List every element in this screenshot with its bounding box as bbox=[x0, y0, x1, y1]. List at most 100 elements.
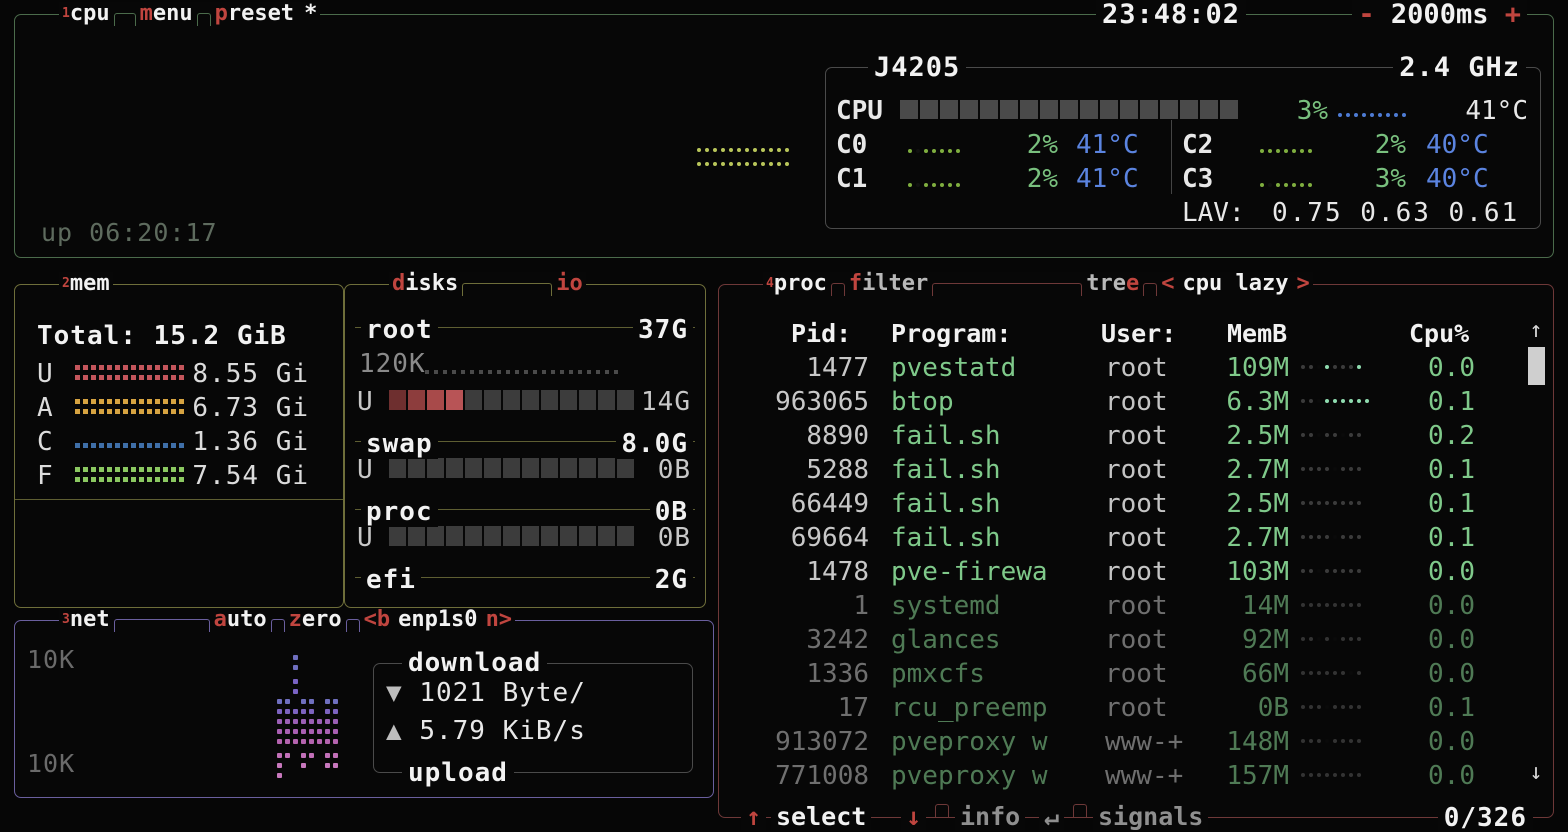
mem-box-number: 2 bbox=[62, 276, 70, 291]
scroll-down-icon[interactable]: ↓ bbox=[1529, 760, 1543, 785]
mem-row-value: 8.55 Gi bbox=[192, 359, 309, 389]
auto-label: uto bbox=[226, 607, 267, 632]
sort-next-button[interactable]: > bbox=[1296, 271, 1310, 296]
interface-next-button[interactable]: n> bbox=[485, 607, 513, 632]
enter-key-icon[interactable]: ↵ bbox=[1039, 802, 1065, 831]
table-row[interactable]: 1336 pmxcfs root 66M 0.0 bbox=[719, 659, 1553, 693]
cpu-total-meter bbox=[900, 100, 1240, 119]
upload-label: upload bbox=[402, 758, 514, 788]
table-row[interactable]: 3242 glances root 92M 0.0 bbox=[719, 625, 1553, 659]
proc-box-title[interactable]: 4 proc f ilter tre e < cpu lazy > bbox=[763, 272, 1313, 296]
table-row[interactable]: 17 rcu_preemp root 0B 0.1 bbox=[719, 693, 1553, 727]
select-down-icon[interactable]: ↓ bbox=[901, 802, 927, 831]
table-row[interactable]: 771008 pveproxy w www-+ 157M 0.0 bbox=[719, 761, 1553, 795]
mem-box-label: mem bbox=[69, 271, 110, 296]
table-row[interactable]: 69664 fail.sh root 2.7M 0.1 bbox=[719, 523, 1553, 557]
column-header-pid[interactable]: Pid: bbox=[791, 319, 852, 348]
cpu-frequency: 2.4 GHz bbox=[1393, 52, 1526, 83]
frame-nub-icon bbox=[830, 282, 845, 296]
select-label[interactable]: select bbox=[771, 802, 872, 831]
mem-box-title[interactable]: 2 mem bbox=[59, 272, 113, 296]
row-program: btop bbox=[891, 387, 954, 417]
filter-hotkey[interactable]: f bbox=[848, 271, 863, 296]
signals-label[interactable]: signals bbox=[1093, 802, 1209, 831]
table-row[interactable]: 1477 pvestatd root 109M 0.0 bbox=[719, 353, 1553, 387]
info-label[interactable]: info bbox=[955, 802, 1026, 831]
table-row[interactable]: 5288 fail.sh root 2.7M 0.1 bbox=[719, 455, 1553, 489]
table-row[interactable]: 1 systemd root 14M 0.0 bbox=[719, 591, 1553, 625]
row-cpu-graph bbox=[1301, 565, 1365, 573]
table-row[interactable]: 1478 pve-firewa root 103M 0.0 bbox=[719, 557, 1553, 591]
filter-label[interactable]: ilter bbox=[862, 271, 929, 296]
mem-divider bbox=[15, 499, 343, 500]
row-user: root bbox=[1105, 353, 1168, 383]
cpu-total-percent: 3% bbox=[1296, 96, 1328, 126]
frame-nub-icon bbox=[935, 804, 949, 817]
disk-used-value-proc: 0B bbox=[657, 523, 691, 553]
table-row[interactable]: 8890 fail.sh root 2.5M 0.2 bbox=[719, 421, 1553, 455]
row-pid: 913072 bbox=[775, 727, 869, 757]
row-program: glances bbox=[891, 625, 1001, 655]
row-cpu: 0.0 bbox=[1428, 591, 1475, 621]
core-temp-c1: 41°C bbox=[1076, 164, 1139, 194]
rate-value: 2000ms bbox=[1390, 0, 1489, 30]
proc-footer: ↑ select ↓ info ↵ signals bbox=[719, 802, 1553, 832]
proc-scrollbar[interactable]: ↑ ↓ bbox=[1525, 318, 1547, 785]
tree-hotkey[interactable]: e bbox=[1126, 271, 1140, 296]
row-mem: 148M bbox=[1226, 727, 1289, 757]
disk-size-proc: 0B bbox=[649, 497, 693, 527]
disk-usage-meter-swap bbox=[389, 458, 636, 478]
mem-graph-cached bbox=[75, 443, 187, 448]
scroll-up-icon[interactable]: ↑ bbox=[1529, 318, 1543, 343]
disk-io-graph-root bbox=[425, 369, 623, 374]
disk-rule bbox=[355, 441, 695, 442]
cpu-detail-panel: J4205 2.4 GHz CPU 3% 41°C C0 2% 41°C bbox=[825, 52, 1541, 229]
row-pid: 1 bbox=[853, 591, 869, 621]
update-rate-control[interactable]: - 2000ms + bbox=[1352, 0, 1527, 30]
row-mem: 2.5M bbox=[1226, 421, 1289, 451]
cpu-box-label: cpu bbox=[69, 1, 110, 26]
cpu-box: 1 cpu m enu p reset * 23:48:02 - 2000ms + u… bbox=[14, 0, 1554, 258]
core-temp-c3: 40°C bbox=[1426, 164, 1489, 194]
net-box-title[interactable]: 3 net a uto z ero <b enp1s0 n> bbox=[59, 607, 516, 632]
disk-name-swap: swap bbox=[361, 429, 438, 459]
row-cpu-graph bbox=[1301, 497, 1365, 505]
row-mem: 109M bbox=[1226, 353, 1289, 383]
disks-box-label: isks bbox=[405, 271, 459, 296]
row-program: fail.sh bbox=[891, 489, 1001, 519]
row-user: root bbox=[1105, 455, 1168, 485]
tree-label[interactable]: tre bbox=[1086, 271, 1127, 296]
row-user: www-+ bbox=[1105, 727, 1184, 757]
sort-prev-button[interactable]: < bbox=[1161, 271, 1175, 296]
row-cpu: 0.2 bbox=[1428, 421, 1475, 451]
upload-speed: ▲ 5.79 KiB/s bbox=[386, 716, 586, 746]
column-header-user[interactable]: User: bbox=[1101, 319, 1177, 348]
cpu-model-name: J4205 bbox=[868, 52, 967, 83]
frame-nub-icon bbox=[1073, 804, 1087, 817]
column-header-cpu[interactable]: Cpu% bbox=[1409, 319, 1470, 348]
rate-decrease-button[interactable]: - bbox=[1358, 0, 1375, 30]
frame-nub-icon bbox=[345, 618, 360, 632]
row-cpu-graph bbox=[1301, 599, 1365, 607]
disk-name-efi: efi bbox=[361, 565, 421, 595]
disk-size-swap: 8.0G bbox=[616, 429, 693, 459]
interface-prev-button[interactable]: <b bbox=[363, 607, 391, 632]
column-header-memb[interactable]: MemB bbox=[1227, 319, 1288, 348]
mem-row-key: C bbox=[37, 427, 54, 457]
row-user: root bbox=[1105, 625, 1168, 655]
column-header-program[interactable]: Program: bbox=[891, 319, 1012, 348]
cpu-temp-graph bbox=[1338, 112, 1410, 117]
core-graph-c3 bbox=[1260, 182, 1316, 187]
rate-increase-button[interactable]: + bbox=[1504, 0, 1521, 30]
select-up-icon[interactable]: ↑ bbox=[741, 802, 767, 831]
disks-box-title[interactable]: d isks io bbox=[389, 272, 586, 296]
disk-rule bbox=[355, 509, 695, 510]
mem-row-value: 1.36 Gi bbox=[192, 427, 309, 457]
cpu-box-title[interactable]: 1 cpu m enu p reset * bbox=[59, 1, 321, 26]
row-cpu-graph bbox=[1301, 531, 1365, 539]
net-traffic-graph bbox=[277, 651, 367, 781]
table-row[interactable]: 963065 btop root 6.3M 0.1 bbox=[719, 387, 1553, 421]
scrollbar-thumb[interactable] bbox=[1528, 347, 1545, 385]
table-row[interactable]: 913072 pveproxy w www-+ 148M 0.0 bbox=[719, 727, 1553, 761]
table-row[interactable]: 66449 fail.sh root 2.5M 0.1 bbox=[719, 489, 1553, 523]
